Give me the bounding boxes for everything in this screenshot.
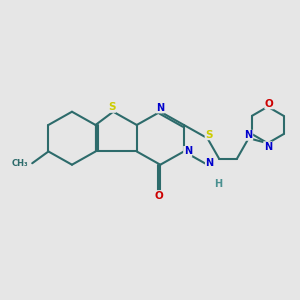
Text: H: H xyxy=(214,179,222,189)
Text: N: N xyxy=(264,142,272,152)
Text: S: S xyxy=(205,130,213,140)
Text: N: N xyxy=(184,146,192,157)
Text: O: O xyxy=(265,99,274,109)
Text: S: S xyxy=(108,102,116,112)
Text: O: O xyxy=(154,190,163,201)
Text: N: N xyxy=(244,130,253,140)
Text: N: N xyxy=(206,158,214,168)
Text: N: N xyxy=(156,103,164,113)
Text: CH₃: CH₃ xyxy=(11,159,28,168)
